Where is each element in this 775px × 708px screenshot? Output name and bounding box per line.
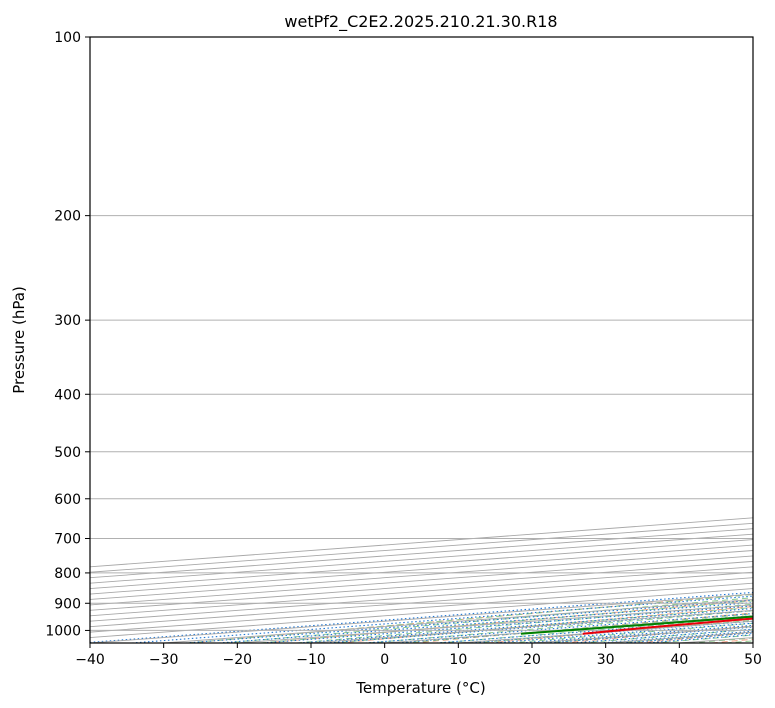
mixing-ratio-line: [90, 591, 753, 643]
chart-title: wetPf2_C2E2.2025.210.21.30.R18: [284, 12, 557, 32]
y-tick-label: 900: [54, 596, 81, 612]
moist-adiabat-line: [187, 593, 753, 643]
isotherms: [90, 517, 753, 643]
x-tick-label: −10: [296, 652, 326, 668]
moist-adiabat-line: [223, 597, 753, 643]
y-tick-label: 200: [54, 209, 81, 225]
x-tick-label: −30: [149, 652, 179, 668]
x-tick-label: −20: [223, 652, 253, 668]
x-tick-label: 10: [449, 652, 467, 668]
x-axis-label: Temperature (°C): [355, 679, 485, 697]
mixing-ratio-line: [218, 602, 753, 643]
y-tick-label: 1000: [45, 623, 81, 639]
y-tick-label: 600: [54, 492, 81, 508]
y-tick-label: 800: [54, 566, 81, 582]
moist-adiabats: [187, 593, 753, 643]
isotherm-line: [90, 539, 753, 590]
mixing-ratio-line: [131, 595, 753, 643]
isotherm-line: [90, 517, 753, 568]
mixing-ratio-line: [185, 599, 753, 643]
isotherm-line: [90, 522, 753, 573]
y-tick-label: 100: [54, 30, 81, 46]
dry-adiabats: [188, 593, 753, 643]
y-tick-label: 500: [54, 445, 81, 461]
plot-frame: [89, 36, 754, 644]
x-tick-label: 30: [597, 652, 615, 668]
isobars: [90, 37, 753, 631]
y-tick-label: 300: [54, 313, 81, 329]
x-tick-label: −40: [75, 652, 105, 668]
y-tick-label: 700: [54, 532, 81, 548]
isotherm-line: [752, 642, 753, 643]
isotherm-line: [90, 533, 753, 584]
y-axis-label: Pressure (hPa): [10, 286, 28, 394]
isotherm-line: [90, 528, 753, 579]
x-tick-label: 20: [523, 652, 541, 668]
x-tick-label: 40: [670, 652, 688, 668]
dry-adiabat-line: [263, 599, 753, 643]
x-tick-label: 0: [380, 652, 389, 668]
y-tick-label: 400: [54, 387, 81, 403]
mixing-ratio-lines: [90, 591, 753, 643]
x-tick-label: 50: [744, 652, 762, 668]
